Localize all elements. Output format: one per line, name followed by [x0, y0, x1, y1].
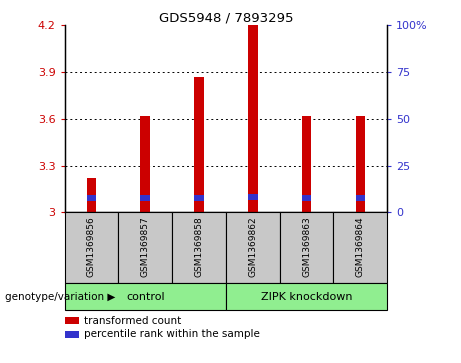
Text: GSM1369863: GSM1369863 — [302, 216, 311, 277]
Text: transformed count: transformed count — [84, 315, 181, 326]
Bar — [248, 25, 258, 212]
Bar — [333, 212, 387, 283]
Bar — [118, 212, 172, 283]
Bar — [172, 212, 226, 283]
Text: GSM1369856: GSM1369856 — [87, 216, 96, 277]
Text: ZIPK knockdown: ZIPK knockdown — [261, 292, 352, 302]
Bar — [355, 195, 365, 201]
Bar — [226, 283, 387, 310]
Bar — [280, 212, 333, 283]
Bar — [140, 195, 150, 201]
Text: GSM1369858: GSM1369858 — [195, 216, 203, 277]
Bar — [226, 212, 280, 283]
Bar — [65, 212, 118, 283]
Text: percentile rank within the sample: percentile rank within the sample — [84, 330, 260, 339]
Bar — [65, 331, 79, 338]
Bar — [65, 283, 226, 310]
Bar — [65, 318, 79, 324]
Bar — [248, 193, 258, 200]
Text: genotype/variation ▶: genotype/variation ▶ — [5, 292, 115, 302]
Bar — [140, 116, 150, 212]
Bar — [87, 178, 96, 212]
Bar — [301, 116, 311, 212]
Bar — [355, 116, 365, 212]
Bar — [301, 195, 311, 201]
Text: GSM1369862: GSM1369862 — [248, 216, 257, 277]
Bar — [194, 195, 204, 201]
Bar — [194, 77, 204, 212]
Text: GSM1369864: GSM1369864 — [356, 216, 365, 277]
Text: control: control — [126, 292, 165, 302]
Text: GSM1369857: GSM1369857 — [141, 216, 150, 277]
Title: GDS5948 / 7893295: GDS5948 / 7893295 — [159, 11, 293, 24]
Bar — [87, 195, 96, 201]
